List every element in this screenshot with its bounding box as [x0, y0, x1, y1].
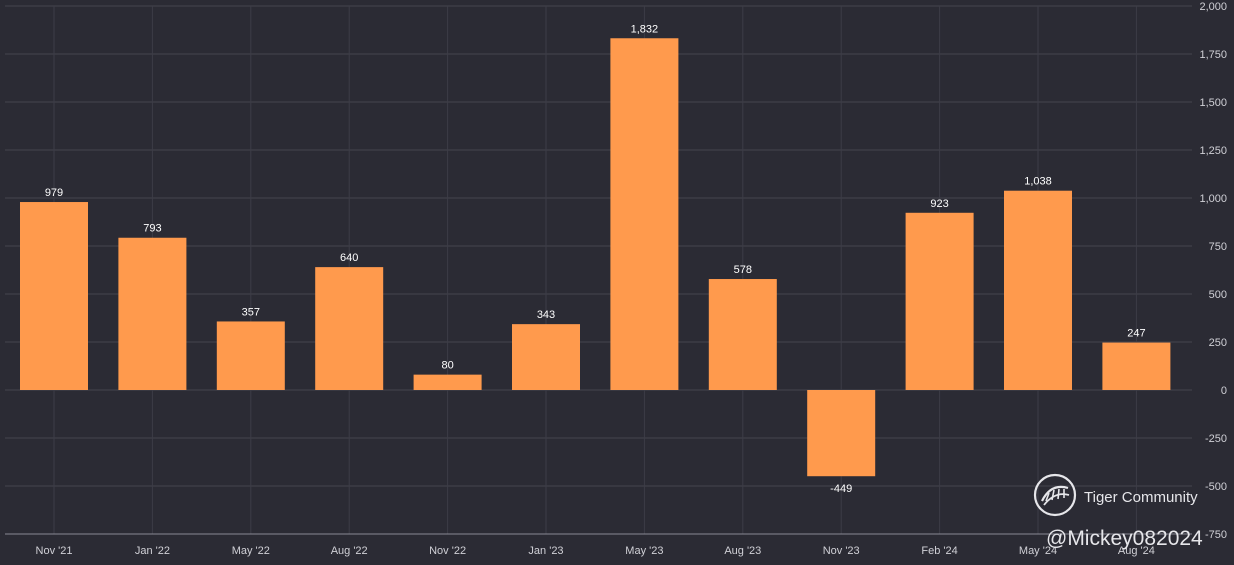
- x-axis-ticks: Nov '21 Jan '22 May '22 Aug '22 Nov '22 Jan '…: [36, 545, 1155, 557]
- x-tick-label: Nov '23: [823, 545, 860, 557]
- bar-value-label: 357: [242, 306, 260, 318]
- x-tick-label: Aug '24: [1118, 545, 1155, 557]
- y-tick-label: 2,000: [1199, 1, 1227, 13]
- bar-value-label: 1,038: [1024, 176, 1052, 188]
- x-tick-label: Nov '21: [36, 545, 73, 557]
- y-tick-label: 1,250: [1199, 145, 1227, 157]
- bar[interactable]: [315, 267, 384, 390]
- x-tick-label: Jan '22: [135, 545, 170, 557]
- bar-value-label: 578: [734, 264, 752, 276]
- y-tick-label: 1,500: [1199, 97, 1227, 109]
- bar[interactable]: [610, 38, 679, 390]
- bar[interactable]: [708, 279, 777, 390]
- bar-layer: [20, 38, 1171, 477]
- bar[interactable]: [1102, 342, 1171, 390]
- watermark-brand: Tiger Community: [1084, 489, 1198, 506]
- bar-value-label: 80: [441, 360, 453, 372]
- bar-value-label: 1,832: [631, 23, 659, 35]
- x-tick-label: May '24: [1019, 545, 1057, 557]
- y-tick-label: 750: [1209, 241, 1227, 253]
- bar[interactable]: [216, 321, 285, 390]
- x-tick-label: May '22: [232, 545, 270, 557]
- bar-value-label: 923: [930, 198, 948, 210]
- x-tick-label: Feb '24: [921, 545, 957, 557]
- bar[interactable]: [1004, 190, 1072, 390]
- tiger-logo-icon: [1033, 473, 1077, 517]
- y-tick-label: 500: [1209, 289, 1227, 301]
- y-tick-label: -750: [1205, 529, 1227, 541]
- data-label-layer: 979 793 357 640 80 343 1,832 578 -449 923 1,038 247: [45, 23, 1146, 495]
- bar-value-label: 247: [1127, 328, 1145, 340]
- bar-value-label: 343: [537, 309, 555, 321]
- x-tick-label: May '23: [625, 545, 663, 557]
- watermark: Tiger Community @Mickey082024: [1033, 473, 1203, 550]
- bar[interactable]: [20, 202, 88, 390]
- y-tick-label: 1,750: [1199, 49, 1227, 61]
- y-tick-label: -250: [1205, 433, 1227, 445]
- bar[interactable]: [413, 374, 482, 390]
- bar-value-label: -449: [830, 483, 852, 495]
- y-tick-label: 1,000: [1199, 193, 1227, 205]
- x-tick-label: Jan '23: [528, 545, 563, 557]
- bar[interactable]: [807, 390, 876, 477]
- x-tick-label: Nov '22: [429, 545, 466, 557]
- bar-value-label: 979: [45, 187, 63, 199]
- bar-value-label: 640: [340, 252, 358, 264]
- bar[interactable]: [512, 324, 580, 390]
- y-tick-label: -500: [1205, 481, 1227, 493]
- y-axis-ticks: 2,000 1,750 1,500 1,250 1,000 750 500 250 0 -250 -…: [1199, 1, 1227, 541]
- bar-value-label: 793: [143, 223, 161, 235]
- bar[interactable]: [118, 237, 187, 390]
- watermark-handle: @Mickey082024: [1046, 527, 1203, 550]
- x-tick-label: Aug '23: [724, 545, 761, 557]
- x-tick-label: Aug '22: [331, 545, 368, 557]
- y-tick-label: 0: [1221, 385, 1227, 397]
- bar[interactable]: [905, 212, 974, 390]
- y-tick-label: 250: [1209, 337, 1227, 349]
